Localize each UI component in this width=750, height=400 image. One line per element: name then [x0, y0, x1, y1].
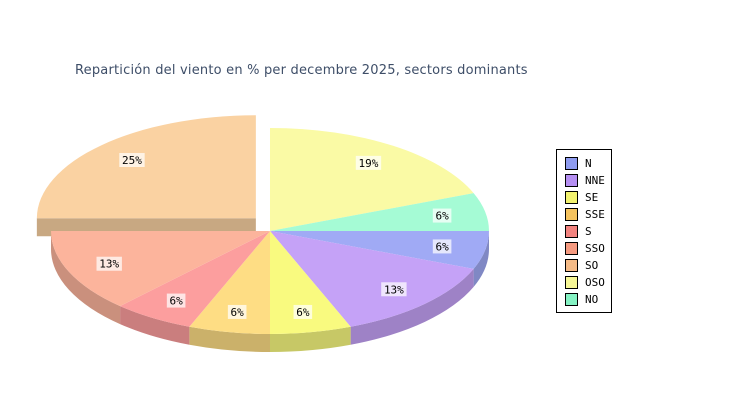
- slice-label-N: 6%: [435, 240, 449, 253]
- legend-label-NNE: NNE: [585, 174, 605, 187]
- pie-slice-S-side: [120, 306, 190, 345]
- legend-swatch-SSO: [565, 242, 578, 255]
- legend-item-SO: SO: [565, 257, 611, 274]
- slice-label-SE: 6%: [296, 306, 310, 319]
- legend-label-SE: SE: [585, 191, 599, 204]
- legend-item-NO: NO: [565, 291, 611, 308]
- legend-swatch-SSE: [565, 208, 578, 221]
- pie-slice-SSO: [51, 231, 270, 307]
- legend-label-SO: SO: [585, 259, 599, 272]
- slice-label-bg-SE: [293, 304, 313, 319]
- pie-top-faces: [36, 115, 489, 334]
- legend-label-N: N: [585, 157, 592, 170]
- legend-item-SSO: SSO: [565, 240, 611, 257]
- slice-label-NNE: 13%: [384, 283, 404, 296]
- pie-slice-labels: 6% 13% 6% 6% 6% 13% 25% 19% 6%: [96, 153, 452, 319]
- slice-label-NO: 6%: [435, 210, 449, 223]
- legend-swatch-N: [565, 157, 578, 170]
- pie-slice-NNE-side: [350, 268, 474, 345]
- legend-item-S: S: [565, 223, 611, 240]
- slice-label-bg-NNE: [381, 282, 407, 297]
- legend-swatch-SE: [565, 191, 578, 204]
- slice-label-bg-S: [166, 293, 186, 308]
- pie-slice-SO: [36, 115, 256, 219]
- slice-label-bg-NO: [432, 208, 452, 223]
- pie-slice-S: [120, 231, 270, 327]
- slice-label-bg-N: [432, 239, 452, 254]
- slice-label-OSO: 19%: [359, 157, 379, 170]
- legend-item-SSE: SSE: [565, 206, 611, 223]
- pie-slice-SSE-side: [189, 326, 270, 352]
- pie-slice-SSO-side: [51, 231, 121, 325]
- legend-label-NO: NO: [585, 293, 599, 306]
- slice-label-bg-SO: [119, 153, 145, 168]
- slice-label-bg-SSE: [227, 304, 247, 319]
- slice-label-SSE: 6%: [231, 306, 245, 319]
- legend-label-SSO: SSO: [585, 242, 605, 255]
- legend-label-OSO: OSO: [585, 276, 605, 289]
- pie-slice-SE: [270, 231, 351, 334]
- legend-swatch-NO: [565, 293, 578, 306]
- slice-label-SSO: 13%: [99, 258, 119, 271]
- legend-box: N NNE SE SSE S SSO SO OSO NO: [556, 149, 612, 313]
- legend-swatch-S: [565, 225, 578, 238]
- chart-title: Repartición del viento en % per decembre…: [75, 63, 528, 78]
- legend-swatch-SO: [565, 259, 578, 272]
- pie-slice-SE-side: [270, 326, 351, 352]
- pie-slice-N-side: [473, 231, 489, 287]
- legend-label-S: S: [585, 225, 592, 238]
- pie-slice-OSO: [270, 128, 474, 231]
- pie-slice-NNE: [270, 231, 474, 327]
- legend-item-NNE: NNE: [565, 172, 611, 189]
- slice-label-SO: 25%: [122, 154, 142, 167]
- pie-slice-SSE: [189, 231, 270, 334]
- slice-label-S: 6%: [169, 295, 183, 308]
- legend-item-SE: SE: [565, 189, 611, 206]
- legend-item-OSO: OSO: [565, 274, 611, 291]
- legend-label-SSE: SSE: [585, 208, 605, 221]
- legend-item-N: N: [565, 155, 611, 172]
- slice-label-bg-SSO: [96, 256, 122, 271]
- legend-swatch-OSO: [565, 276, 578, 289]
- slice-label-bg-OSO: [355, 155, 382, 170]
- legend-swatch-NNE: [565, 174, 578, 187]
